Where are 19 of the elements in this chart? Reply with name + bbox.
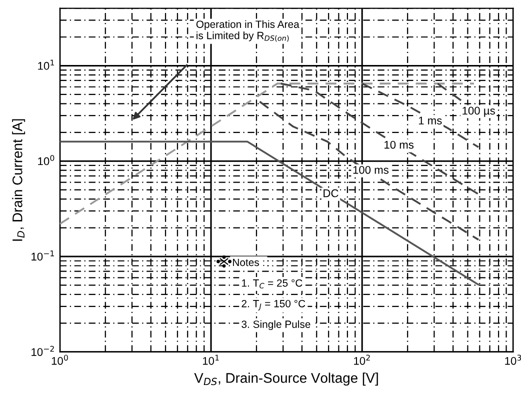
annotation: 3. Single Pulse [242, 320, 310, 330]
annotation: Operation in This Area is Limited by R$_{DS(on)}$ [196, 20, 300, 42]
x-tick-label: 10$^{2}$ [354, 354, 370, 365]
x-axis-title: V$_{DS}$, Drain-Source Voltage [V] [194, 372, 378, 386]
annotation: 10 ms [384, 140, 414, 149]
annotation: 100 ms [353, 166, 389, 174]
x-tick-label: 10$^{3}$ [505, 354, 521, 365]
y-axis-title: I$_{D}$, Drain Current [A] [12, 119, 26, 241]
y-tick-label: 10$^{−1}$ [32, 250, 54, 261]
y-tick-label: 10$^{1}$ [38, 60, 54, 70]
y-tick-label: 10$^{−2}$ [32, 346, 54, 356]
y-tick-label: 10$^{0}$ [38, 155, 54, 166]
annotation: 2. T$_{J}$ = 150 °C [242, 300, 306, 310]
annotation: 1. T$_{C}$ = 25 °C [242, 279, 302, 288]
annotation: Notes : [233, 258, 264, 266]
annotation: DC [324, 189, 338, 198]
x-tick-label: 10$^{0}$ [52, 354, 68, 365]
x-tick-label: 10$^{1}$ [202, 354, 219, 365]
annotation: 1 ms [418, 116, 442, 125]
